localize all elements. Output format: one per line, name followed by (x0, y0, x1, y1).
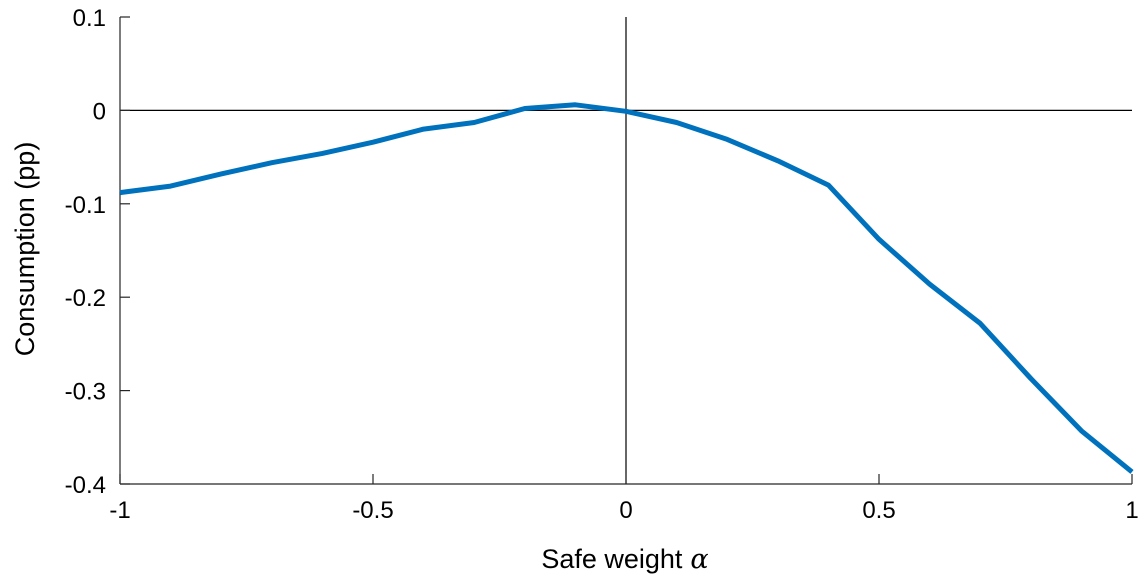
y-tick-label: -0.4 (65, 472, 106, 499)
y-axis-ticks: 0.1 0 -0.1 -0.2 -0.3 -0.4 (65, 5, 130, 499)
x-tick-label: 0 (619, 497, 632, 524)
x-axis-ticks: -1 -0.5 0 0.5 1 (109, 474, 1138, 524)
y-tick-label: -0.3 (65, 379, 106, 406)
y-axis-label: Consumption (pp) (10, 142, 40, 357)
reference-lines (120, 17, 1132, 484)
x-tick-label: -0.5 (352, 497, 393, 524)
x-tick-label: 1 (1125, 497, 1138, 524)
x-axis-label-text: Safe weight (541, 544, 683, 574)
y-tick-label: -0.1 (65, 192, 106, 219)
y-tick-label: 0.1 (73, 5, 106, 32)
x-tick-label: 0.5 (862, 497, 895, 524)
x-axis-label-symbol: α (690, 544, 708, 575)
series-group (119, 102, 1134, 474)
series-line (119, 102, 1134, 474)
y-tick-label: 0 (93, 98, 106, 125)
x-axis-label: Safe weight α (541, 544, 708, 575)
x-tick-label: -1 (109, 497, 130, 524)
y-tick-label: -0.2 (65, 285, 106, 312)
